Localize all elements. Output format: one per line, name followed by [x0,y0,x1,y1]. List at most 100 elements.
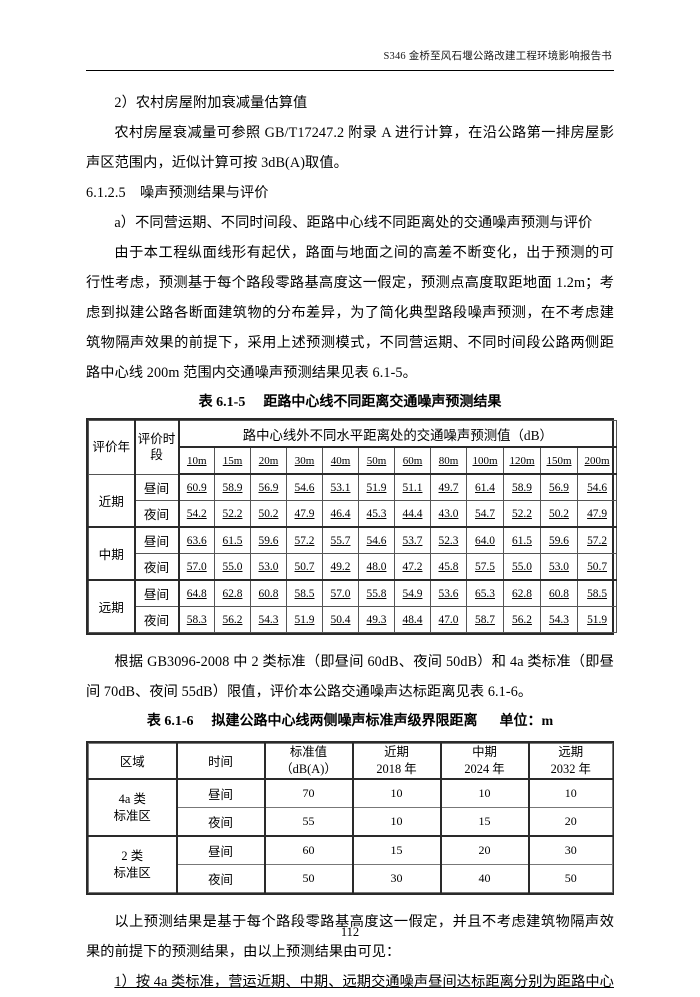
table-row-header-top: 评价年 评价时段 路中心线外不同水平距离处的交通噪声预测值（dB） [88,420,618,475]
cell-value: 51.9 [286,606,323,633]
header-dist-10m: 10m [178,446,215,475]
cell-value: 61.5 [503,526,541,554]
cell-value: 54.3 [540,606,578,633]
header-dist-60m: 60m [394,446,431,475]
paragraph-2: 农村房屋衰减量可参照 GB/T17247.2 附录 A 进行计算，在沿公路第一排… [86,125,614,171]
header-dist-20m: 20m [250,446,287,475]
cell-value: 50.7 [576,553,618,581]
row-period-night: 夜间 [134,606,180,633]
header-far-term: 远期 2032 年 [528,743,613,780]
cell-value: 54.6 [576,473,618,501]
cell-value: 53.1 [322,473,359,501]
table-row-header: 区域 时间 标准值 （dB(A)） 近期 2018 年 中期 2024 年 [88,743,613,780]
running-header: S346 金桥至风石堰公路改建工程环境影响报告书 [383,51,612,62]
cell-near: 15 [352,835,442,865]
row-period-night: 夜间 [134,553,180,581]
cell-value: 55.7 [322,526,359,554]
cell-value: 49.2 [322,553,359,581]
cell-value: 64.0 [466,526,504,554]
cell-far: 50 [528,864,613,893]
cell-value: 62.8 [503,579,541,607]
cell-mid: 10 [440,778,530,808]
header-rule [86,70,614,71]
cell-value: 60.8 [540,579,578,607]
table-row: 远期 昼间 64.8 62.8 60.8 58.5 57.0 55.8 54.9… [88,579,618,633]
cell-value: 55.8 [358,579,395,607]
header-standard-value: 标准值 （dB(A)） [264,743,354,780]
table-row: 夜间 55 10 15 20 [89,807,613,837]
cell-value: 43.0 [430,500,467,528]
table-row: 中期 昼间 63.6 61.5 59.6 57.2 55.7 54.6 53.7… [88,526,618,581]
cell-value: 48.4 [394,606,431,633]
cell-value: 49.7 [430,473,467,501]
cell-mid: 20 [440,835,530,865]
cell-value: 54.7 [466,500,504,528]
header-area: 区域 [88,743,178,780]
paragraph-6-underlined: 1）按 4a 类标准，营运近期、中期、远期交通噪声昼间达标距离分别为距路中心 [114,974,614,990]
table-6-1-6: 区域 时间 标准值 （dB(A)） 近期 2018 年 中期 2024 年 [86,741,614,895]
table-row: 夜间 58.3 56.2 54.3 51.9 50.4 49.3 48.4 47… [89,606,618,633]
cell-value: 55.0 [214,553,251,581]
cell-value: 60.9 [178,473,215,501]
row-period-day: 昼间 [134,526,180,554]
header-eval-period: 评价时段 [134,420,180,475]
header-dist-50m: 50m [358,446,395,475]
cell-value: 60.8 [250,579,287,607]
table-6-1-6-unit: 单位：m [499,714,554,729]
cell-value: 52.2 [214,500,251,528]
paragraph-5: 以上预测结果是基于每个路段零路基高度这一假定，并且不考虑建筑物隔声效果的前提下的… [86,914,614,960]
row-period-day: 昼间 [176,835,266,865]
header-standard-line2: （dB(A)） [280,762,337,776]
table-6-1-6-caption: 表 6.1-6 拟建公路中心线两侧噪声标准声级界限距离 单位：m [86,707,614,737]
cell-value: 53.7 [394,526,431,554]
cell-standard: 70 [264,778,354,808]
cell-standard: 55 [264,807,354,837]
page-number: 112 [340,925,360,939]
cell-value: 45.8 [430,553,467,581]
cell-value: 47.0 [430,606,467,633]
header-near-line2: 2018 年 [376,762,417,776]
cell-mid: 15 [440,807,530,837]
row-year-far: 远期 [88,579,136,633]
cell-value: 58.3 [178,606,215,633]
cell-value: 63.6 [178,526,215,554]
cell-value: 50.2 [540,500,578,528]
header-eval-year: 评价年 [88,420,136,475]
section-heading-6-1-2-5: 6.1.2.5 噪声预测结果与评价 [86,185,269,201]
header-time: 时间 [176,743,266,780]
table-6-1-6-number: 表 6.1-6 [146,714,194,729]
cell-value: 54.6 [358,526,395,554]
row-area-4a-line1: 4a 类 [118,791,146,806]
table-6-1-5-title: 距路中心线不同距离交通噪声预测结果 [263,395,502,410]
table-row: 夜间 50 30 40 50 [89,864,613,893]
cell-value: 57.0 [322,579,359,607]
cell-value: 53.0 [540,553,578,581]
row-period-day: 昼间 [176,778,266,808]
cell-value: 55.0 [503,553,541,581]
row-area-2-line1: 2 类 [121,848,144,863]
table-row: 4a 类 标准区 昼间 70 10 10 10 [88,778,613,837]
header-dist-40m: 40m [322,446,359,475]
row-year-near: 近期 [88,473,136,528]
cell-far: 10 [528,778,613,808]
page-content: 2）农村房屋附加衰减量估算值 农村房屋衰减量可参照 GB/T17247.2 附录… [86,88,618,997]
header-dist-30m: 30m [286,446,323,475]
cell-value: 58.5 [286,579,323,607]
cell-value: 53.6 [430,579,467,607]
cell-standard: 50 [264,864,354,893]
cell-far: 30 [528,835,613,865]
cell-value: 48.0 [358,553,395,581]
header-distance-span: 路中心线外不同水平距离处的交通噪声预测值（dB） [177,420,618,448]
cell-value: 56.9 [250,473,287,501]
row-period-day: 昼间 [134,473,180,501]
cell-value: 49.3 [358,606,395,633]
table-row: 2 类 标准区 昼间 60 15 20 30 [88,835,613,893]
cell-value: 57.5 [466,553,504,581]
cell-value: 61.5 [214,526,251,554]
cell-value: 58.7 [466,606,504,633]
header-far-line2: 2032 年 [550,762,591,776]
table-6-1-5: 评价年 评价时段 路中心线外不同水平距离处的交通噪声预测值（dB） 10m 15… [86,418,618,635]
paragraph-a: a）不同营运期、不同时间段、距路中心线不同距离处的交通噪声预测与评价 [114,215,593,231]
cell-value: 57.2 [286,526,323,554]
